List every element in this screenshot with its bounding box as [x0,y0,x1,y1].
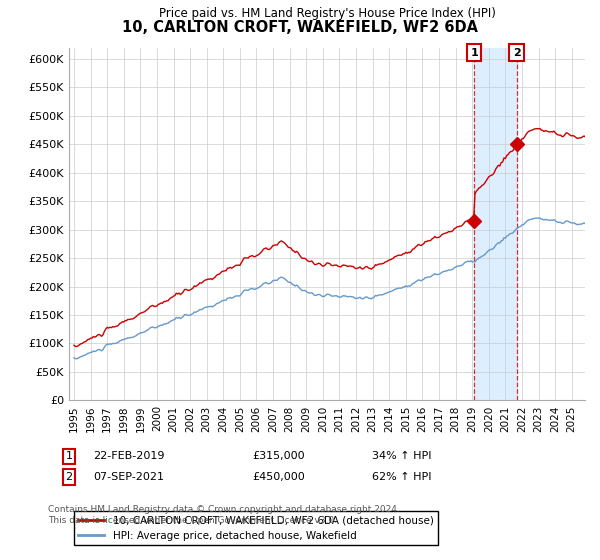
Text: 2: 2 [513,48,521,58]
Text: £450,000: £450,000 [252,472,305,482]
Bar [474,48,517,400]
Text: 2: 2 [65,472,73,482]
Title: Price paid vs. HM Land Registry's House Price Index (HPI): Price paid vs. HM Land Registry's House … [158,7,496,20]
Text: £315,000: £315,000 [252,451,305,461]
Text: 07-SEP-2021: 07-SEP-2021 [93,472,164,482]
Text: 34% ↑ HPI: 34% ↑ HPI [372,451,431,461]
Text: 22-FEB-2019: 22-FEB-2019 [93,451,164,461]
Text: 1: 1 [65,451,73,461]
Text: 1: 1 [470,48,478,58]
Text: 10, CARLTON CROFT, WAKEFIELD, WF2 6DA: 10, CARLTON CROFT, WAKEFIELD, WF2 6DA [122,20,478,35]
Text: 62% ↑ HPI: 62% ↑ HPI [372,472,431,482]
Legend: 10, CARLTON CROFT, WAKEFIELD, WF2 6DA (detached house), HPI: Average price, deta: 10, CARLTON CROFT, WAKEFIELD, WF2 6DA (d… [74,511,438,545]
Text: Contains HM Land Registry data © Crown copyright and database right 2024.
This d: Contains HM Land Registry data © Crown c… [48,505,400,525]
